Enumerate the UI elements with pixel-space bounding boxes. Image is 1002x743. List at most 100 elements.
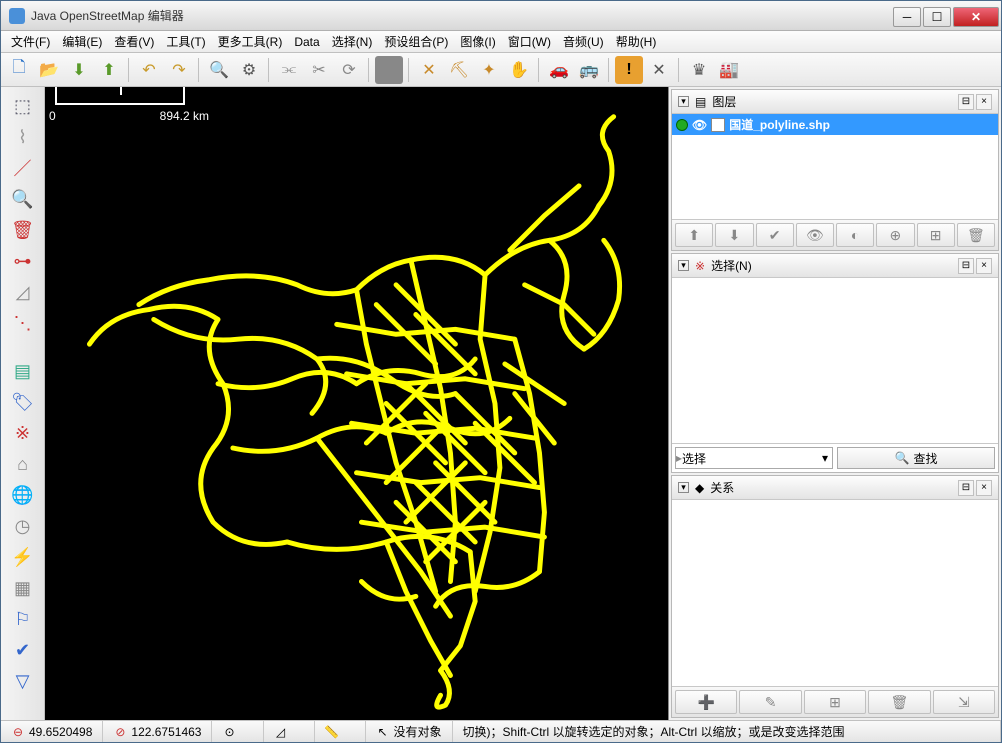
- save-icon[interactable]: ⬇: [65, 56, 93, 84]
- crown-icon[interactable]: ♛: [685, 56, 713, 84]
- draw-tool-icon[interactable]: ／: [5, 153, 41, 183]
- show-hide-icon[interactable]: 👁: [796, 223, 834, 247]
- globe-icon[interactable]: 🌐: [5, 480, 41, 510]
- activate-icon[interactable]: ✔: [756, 223, 794, 247]
- tool2-icon[interactable]: ⛏: [445, 56, 473, 84]
- selection-combo[interactable]: ▸ 选择▾: [675, 447, 833, 469]
- layer-item[interactable]: 👁 国道_polyline.shp: [672, 114, 998, 135]
- active-indicator-icon: [676, 119, 688, 131]
- select-relation-icon[interactable]: ⇲: [933, 690, 995, 714]
- pin-icon[interactable]: ⊟: [958, 94, 974, 110]
- close-panel-icon[interactable]: ×: [976, 258, 992, 274]
- filter-icon[interactable]: ▽: [5, 666, 41, 696]
- status-lat: ⊖ 49.6520498: [1, 721, 103, 742]
- status-dist: 📏: [315, 721, 366, 742]
- angle-tool-icon[interactable]: ◿: [5, 277, 41, 307]
- preferences-icon[interactable]: ⚙: [235, 56, 263, 84]
- main-area: ⬚ ⌇ ／ 🔍 🗑 ⊶ ◿ ⋱ ▤ 🏷 ※ ⌂ 🌐 ◷ ⚡ ▦ ⚐ ✔ ▽: [1, 87, 1001, 720]
- minimize-button[interactable]: ─: [893, 7, 921, 27]
- conflict-icon[interactable]: ⚡: [5, 542, 41, 572]
- toolbar: 🗋 📂 ⬇ ⬆ ↶ ↷ 🔍 ⚙ ⫘ ✂ ⟳ ✕ ⛏ ✦ ✋ 🚗 🚌 ! ✕ ♛ …: [1, 53, 1001, 87]
- close-panel-icon[interactable]: ×: [976, 94, 992, 110]
- new-relation-icon[interactable]: ➕: [675, 690, 737, 714]
- open-icon[interactable]: 📂: [35, 56, 63, 84]
- menu-audio[interactable]: 音频(U): [557, 31, 610, 52]
- right-panels: ▾ ▤ 图层 ⊟ × 👁 国道_polyline.shp: [669, 87, 1001, 720]
- merge-icon[interactable]: ⊕: [876, 223, 914, 247]
- move-up-icon[interactable]: ⬆: [675, 223, 713, 247]
- menu-image[interactable]: 图像(I): [454, 31, 501, 52]
- close-way-icon[interactable]: ✕: [645, 56, 673, 84]
- scale-distance: 894.2 km: [160, 109, 209, 123]
- status-hint: 切换)；Shift-Ctrl 以旋转选定的对象；Alt-Ctrl 以缩放；或是改…: [453, 721, 1001, 742]
- delete-relation-icon[interactable]: 🗑: [868, 690, 930, 714]
- app-icon: [9, 8, 25, 24]
- menu-tools[interactable]: 工具(T): [160, 31, 211, 52]
- maximize-button[interactable]: ☐: [923, 7, 951, 27]
- validate-icon[interactable]: ✔: [5, 635, 41, 665]
- factory-icon[interactable]: 🏭: [715, 56, 743, 84]
- dup-icon[interactable]: ⊞: [917, 223, 955, 247]
- building-icon[interactable]: ⌂: [5, 449, 41, 479]
- ruler-icon: 📏: [325, 725, 339, 739]
- tag-icon[interactable]: 🏷: [5, 387, 41, 417]
- close-panel-icon[interactable]: ×: [976, 480, 992, 496]
- undo-icon[interactable]: ↶: [135, 56, 163, 84]
- hand-icon[interactable]: ✋: [505, 56, 533, 84]
- pin-icon[interactable]: ⊟: [958, 258, 974, 274]
- upload-icon[interactable]: ⬆: [95, 56, 123, 84]
- delete-tool-icon[interactable]: 🗑: [5, 215, 41, 245]
- collapse-icon[interactable]: ▾: [678, 260, 689, 271]
- lat-icon: ⊖: [11, 725, 25, 739]
- map-canvas[interactable]: 0 894.2 km: [45, 87, 669, 720]
- visibility-icon[interactable]: 👁: [692, 118, 707, 132]
- zoom-tool-icon[interactable]: 🔍: [5, 184, 41, 214]
- layers-icon[interactable]: ▤: [5, 356, 41, 386]
- select-tool-icon[interactable]: ⬚: [5, 91, 41, 121]
- new-icon[interactable]: 🗋: [5, 56, 33, 84]
- relation-icon[interactable]: ※: [5, 418, 41, 448]
- menu-select[interactable]: 选择(N): [326, 31, 379, 52]
- combine-icon[interactable]: ⫘: [275, 56, 303, 84]
- refresh-icon[interactable]: ⟳: [335, 56, 363, 84]
- menu-window[interactable]: 窗口(W): [502, 31, 557, 52]
- search-button[interactable]: 🔍 查找: [837, 447, 995, 469]
- wireframe-icon[interactable]: [375, 56, 403, 84]
- menu-help[interactable]: 帮助(H): [610, 31, 663, 52]
- car-icon[interactable]: 🚗: [545, 56, 573, 84]
- search-icon[interactable]: 🔍: [205, 56, 233, 84]
- lasso-tool-icon[interactable]: ⌇: [5, 122, 41, 152]
- collapse-icon[interactable]: ▾: [678, 482, 689, 493]
- redo-icon[interactable]: ↷: [165, 56, 193, 84]
- pin-icon[interactable]: ⊟: [958, 480, 974, 496]
- split-icon[interactable]: ✂: [305, 56, 333, 84]
- menu-view[interactable]: 查看(V): [108, 31, 160, 52]
- relations-title: 关系: [710, 479, 734, 496]
- move-down-icon[interactable]: ⬇: [715, 223, 753, 247]
- tool1-icon[interactable]: ✕: [415, 56, 443, 84]
- map-icon[interactable]: ▦: [5, 573, 41, 603]
- menu-edit[interactable]: 编辑(E): [56, 31, 108, 52]
- opacity-icon[interactable]: ◐: [836, 223, 874, 247]
- bus-icon[interactable]: 🚌: [575, 56, 603, 84]
- menu-data[interactable]: Data: [288, 33, 325, 51]
- tool3-icon[interactable]: ✦: [475, 56, 503, 84]
- dup-relation-icon[interactable]: ⊞: [804, 690, 866, 714]
- delete-layer-icon[interactable]: 🗑: [957, 223, 995, 247]
- menu-moretools[interactable]: 更多工具(R): [212, 31, 289, 52]
- close-button[interactable]: ✕: [953, 7, 999, 27]
- panel-icon: ◆: [695, 481, 704, 495]
- nodes-tool-icon[interactable]: ⋱: [5, 308, 41, 338]
- move-node-icon[interactable]: ⊶: [5, 246, 41, 276]
- warning-icon[interactable]: !: [615, 56, 643, 84]
- history-icon[interactable]: ◷: [5, 511, 41, 541]
- titlebar: Java OpenStreetMap 编辑器 ─ ☐ ✕: [1, 1, 1001, 31]
- search-icon: 🔍: [895, 451, 910, 465]
- menu-presets[interactable]: 预设组合(P): [378, 31, 454, 52]
- collapse-icon[interactable]: ▾: [678, 96, 689, 107]
- heading-icon: ⊙: [222, 725, 236, 739]
- bookmark-icon[interactable]: ⚐: [5, 604, 41, 634]
- layer-name: 国道_polyline.shp: [729, 116, 830, 133]
- edit-relation-icon[interactable]: ✎: [739, 690, 801, 714]
- menu-file[interactable]: 文件(F): [5, 31, 56, 52]
